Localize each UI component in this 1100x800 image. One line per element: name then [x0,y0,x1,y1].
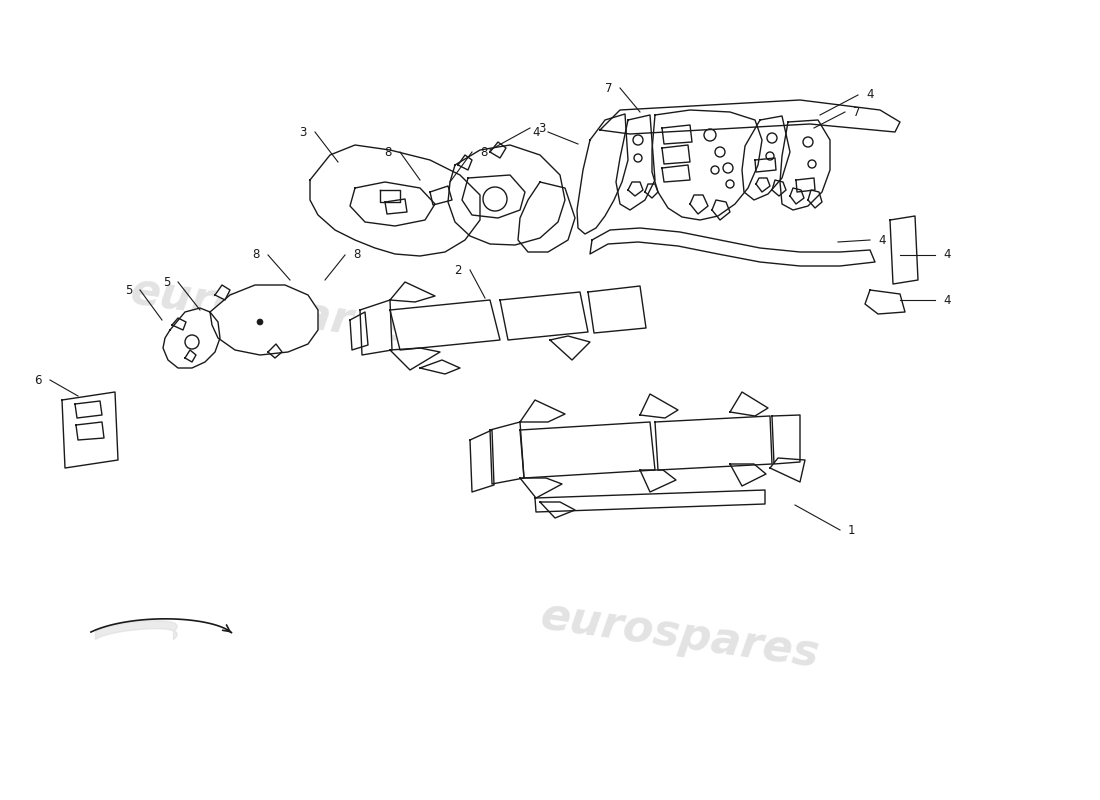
Polygon shape [755,158,775,172]
Circle shape [483,187,507,211]
Text: 5: 5 [163,275,170,289]
Polygon shape [490,142,506,158]
Text: 6: 6 [34,374,42,386]
Polygon shape [654,416,772,470]
Polygon shape [628,182,643,196]
Polygon shape [390,300,501,350]
Polygon shape [540,502,575,518]
Text: 4: 4 [866,89,873,102]
Polygon shape [770,458,805,482]
Polygon shape [210,285,318,355]
Polygon shape [730,464,766,486]
Polygon shape [662,125,692,144]
Text: 4: 4 [878,234,886,246]
Polygon shape [458,155,472,170]
Polygon shape [772,180,786,196]
Polygon shape [772,415,800,464]
Text: 5: 5 [124,283,132,297]
Polygon shape [578,114,628,234]
Polygon shape [796,178,815,192]
Polygon shape [350,312,368,350]
Polygon shape [742,116,790,200]
Text: 4: 4 [943,249,950,262]
Polygon shape [790,188,804,204]
Polygon shape [172,318,186,330]
Polygon shape [520,400,565,422]
Text: 8: 8 [385,146,392,158]
Polygon shape [640,470,676,492]
Circle shape [257,319,263,325]
Polygon shape [420,360,460,374]
Text: 7: 7 [605,82,612,94]
Text: 3: 3 [538,122,546,134]
Polygon shape [390,282,435,302]
Text: 8: 8 [253,249,260,262]
Polygon shape [268,344,282,358]
Polygon shape [588,286,646,333]
Polygon shape [730,392,768,416]
Polygon shape [652,110,762,220]
Polygon shape [500,292,588,340]
Text: 8: 8 [353,249,361,262]
Polygon shape [462,175,525,218]
Polygon shape [550,336,590,360]
Text: 3: 3 [299,126,307,138]
Text: 1: 1 [848,523,856,537]
Polygon shape [662,165,690,182]
Polygon shape [185,350,196,362]
Polygon shape [490,422,524,484]
Polygon shape [520,422,654,478]
Polygon shape [385,199,407,214]
Polygon shape [590,228,874,266]
Text: eurospares: eurospares [128,269,413,351]
Polygon shape [756,178,770,192]
Polygon shape [350,182,434,226]
Text: 7: 7 [852,106,860,118]
Polygon shape [390,348,440,370]
Polygon shape [360,300,392,355]
Polygon shape [214,285,230,300]
Polygon shape [62,392,118,468]
Polygon shape [76,422,104,440]
Text: 8: 8 [480,146,487,158]
Polygon shape [163,308,220,368]
Circle shape [185,335,199,349]
Polygon shape [430,186,452,205]
Polygon shape [310,145,480,256]
Polygon shape [645,184,658,198]
Polygon shape [640,394,678,418]
Polygon shape [712,200,730,220]
Polygon shape [662,145,690,164]
Text: 4: 4 [532,126,540,138]
Polygon shape [75,401,102,418]
Text: 2: 2 [454,263,462,277]
Polygon shape [808,190,822,208]
Polygon shape [780,120,830,210]
Polygon shape [535,490,764,512]
Polygon shape [379,190,400,202]
Polygon shape [470,430,494,492]
Polygon shape [616,115,654,210]
Polygon shape [520,478,562,498]
Polygon shape [448,145,565,245]
Polygon shape [890,216,918,284]
Polygon shape [600,100,900,134]
Polygon shape [865,290,905,314]
Polygon shape [690,195,708,214]
Text: eurospares: eurospares [538,594,823,676]
Text: 4: 4 [943,294,950,306]
Polygon shape [518,182,575,252]
